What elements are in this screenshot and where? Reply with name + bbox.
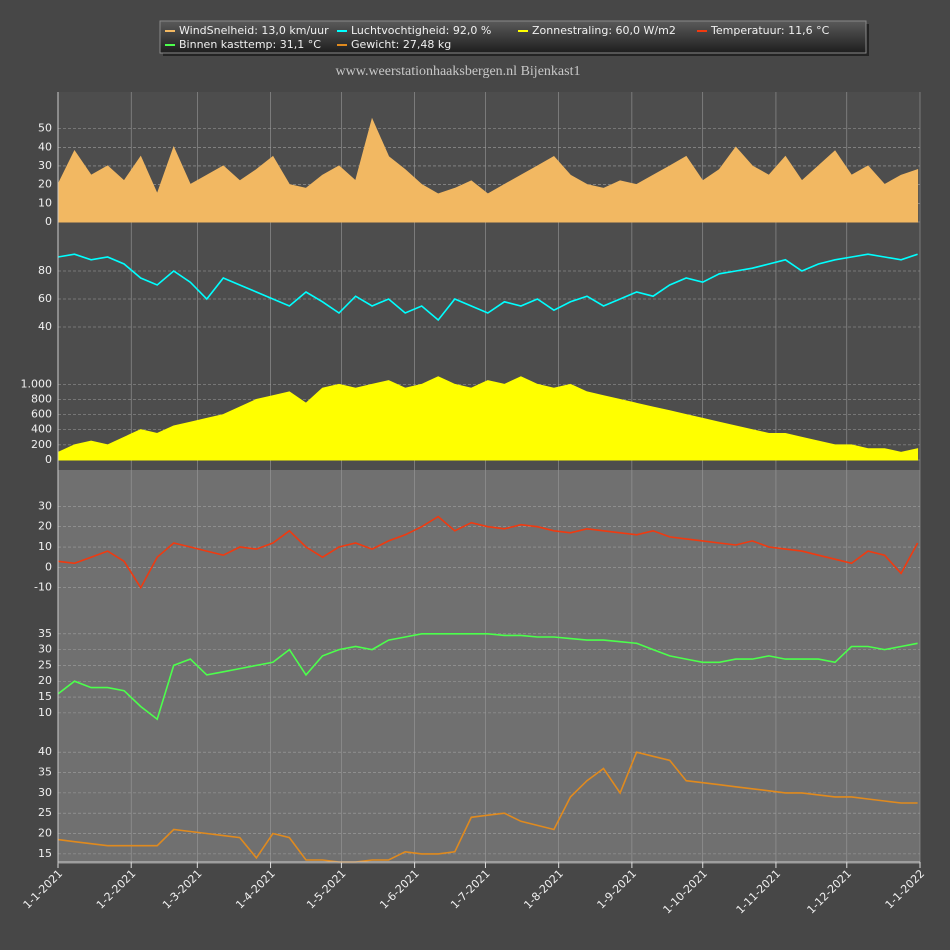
line [57,633,918,721]
y-tick-label: 80 [38,264,52,277]
y-tick-label: 15 [38,690,52,703]
legend-box [159,20,867,54]
plot-background [58,470,920,864]
chart-title: www.weerstationhaaksbergen.nl Bijenkast1 [336,64,581,79]
legend-label: Gewicht: 27,48 kg [351,38,451,51]
legend-label: Binnen kasttemp: 31,1 °C [179,38,321,51]
y-tick-label: 10 [38,706,52,719]
y-tick-label: 40 [38,140,52,153]
y-tick-label: 60 [38,292,52,305]
legend-label: Zonnestraling: 60,0 W/m2 [532,24,676,37]
legend-label: WindSnelheid: 13,0 km/uur [179,24,329,37]
y-tick-label: 35 [38,766,52,779]
y-tick-label: 20 [38,674,52,687]
y-tick-label: 35 [38,627,52,640]
y-tick-label: 30 [38,643,52,656]
y-tick-label: 30 [38,786,52,799]
y-tick-label: 30 [38,499,52,512]
legend-label: Temperatuur: 11,6 °C [710,24,830,37]
line [57,253,918,322]
area [57,117,919,223]
y-tick-label: 30 [38,159,52,172]
y-tick-label: -10 [34,581,52,594]
y-tick-label: 25 [38,806,52,819]
y-tick-label: 10 [38,540,52,553]
y-tick-label: 40 [38,745,52,758]
line [57,751,918,863]
y-tick-label: 0 [45,560,52,573]
y-tick-label: 15 [38,847,52,860]
y-tick-label: 0 [45,215,52,228]
y-tick-label: 400 [31,423,52,436]
line [57,515,919,590]
y-tick-label: 50 [38,122,52,135]
y-tick-label: 1.000 [21,377,53,390]
y-tick-label: 20 [38,178,52,191]
y-tick-label: 600 [31,408,52,421]
area [57,376,919,461]
y-tick-label: 0 [45,453,52,466]
y-tick-label: 20 [38,520,52,533]
legend-label: Luchtvochtigheid: 92,0 % [351,24,491,37]
y-tick-label: 20 [38,827,52,840]
y-tick-label: 25 [38,658,52,671]
y-tick-label: 40 [38,320,52,333]
y-tick-label: 800 [31,392,52,405]
y-tick-label: 200 [31,438,52,451]
y-tick-label: 10 [38,196,52,209]
